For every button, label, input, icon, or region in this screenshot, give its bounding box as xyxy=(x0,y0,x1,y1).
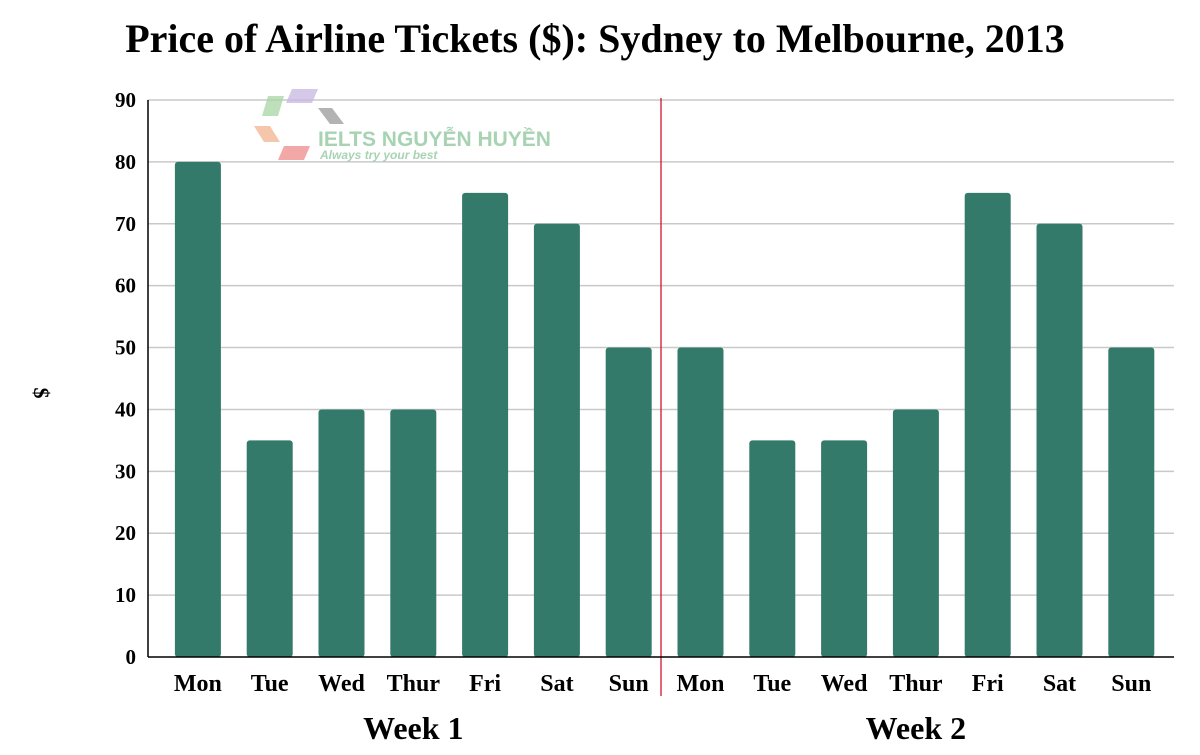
bar-week2-thur xyxy=(892,409,939,657)
x-axis-ticks: Mon Tue Wed Thur Fri Sat Sun Mon Tue Wed Thur Fri Sa… xyxy=(174,671,1151,697)
week-label-1: Week 1 xyxy=(363,710,463,746)
watermark-tile-e xyxy=(254,126,280,142)
y-axis-label: $ xyxy=(29,388,54,399)
watermark-tile-l xyxy=(262,96,284,116)
watermark-name: IELTS NGUYỄN HUYỀN xyxy=(318,128,551,151)
x-tick-label: Wed xyxy=(318,671,365,697)
bar-week2-sat xyxy=(1036,223,1083,657)
y-tick-label: 20 xyxy=(115,521,136,545)
week-label-2: Week 2 xyxy=(866,710,966,746)
y-tick-label: 30 xyxy=(115,459,136,483)
watermark-logo: IELTS NGUYỄN HUYỀN Always try your best xyxy=(254,89,551,162)
x-tick-label: Sun xyxy=(609,671,649,697)
bar-week1-fri xyxy=(462,192,509,658)
y-tick-label: 60 xyxy=(115,274,136,298)
x-tick-label: Mon xyxy=(677,671,725,697)
y-tick-label: 80 xyxy=(115,150,136,174)
x-tick-label: Thur xyxy=(387,671,441,697)
y-tick-label: 40 xyxy=(115,397,136,421)
watermark-tile-i xyxy=(278,146,310,160)
bar-week2-fri xyxy=(964,192,1011,658)
y-tick-label: 10 xyxy=(115,583,136,607)
watermark-tile-t xyxy=(286,89,318,103)
x-tick-label: Wed xyxy=(821,671,868,697)
y-axis-ticks: 0 10 20 30 40 50 60 70 80 90 xyxy=(115,88,136,669)
bar-week1-tue xyxy=(246,440,293,657)
bar-week1-sun xyxy=(605,347,652,657)
x-tick-label: Fri xyxy=(972,671,1004,697)
y-tick-label: 70 xyxy=(115,212,136,236)
bar-week1-sat xyxy=(533,223,580,657)
bar-week1-thur xyxy=(390,409,437,657)
bar-week1-mon xyxy=(174,161,221,657)
watermark-tagline: Always try your best xyxy=(319,148,438,162)
x-tick-label: Mon xyxy=(174,671,222,697)
y-tick-label: 90 xyxy=(115,88,136,112)
x-tick-label: Sat xyxy=(1043,671,1076,697)
bar-week2-tue xyxy=(749,440,796,657)
x-tick-label: Tue xyxy=(251,671,289,697)
x-tick-label: Sat xyxy=(540,671,573,697)
bar-week2-wed xyxy=(821,440,868,657)
bar-week2-mon xyxy=(677,347,724,657)
bar-week1-wed xyxy=(318,409,365,657)
y-tick-label: 50 xyxy=(115,336,136,360)
bars xyxy=(174,161,1155,658)
x-tick-label: Tue xyxy=(753,671,791,697)
week-labels: Week 1 Week 2 xyxy=(363,710,966,746)
watermark-tile-s xyxy=(318,108,344,124)
x-tick-label: Sun xyxy=(1111,671,1151,697)
chart-title: Price of Airline Tickets ($): Sydney to … xyxy=(125,16,1065,61)
bar-week2-sun xyxy=(1108,347,1155,657)
y-tick-label: 0 xyxy=(126,645,137,669)
x-tick-label: Thur xyxy=(889,671,943,697)
x-tick-label: Fri xyxy=(469,671,501,697)
